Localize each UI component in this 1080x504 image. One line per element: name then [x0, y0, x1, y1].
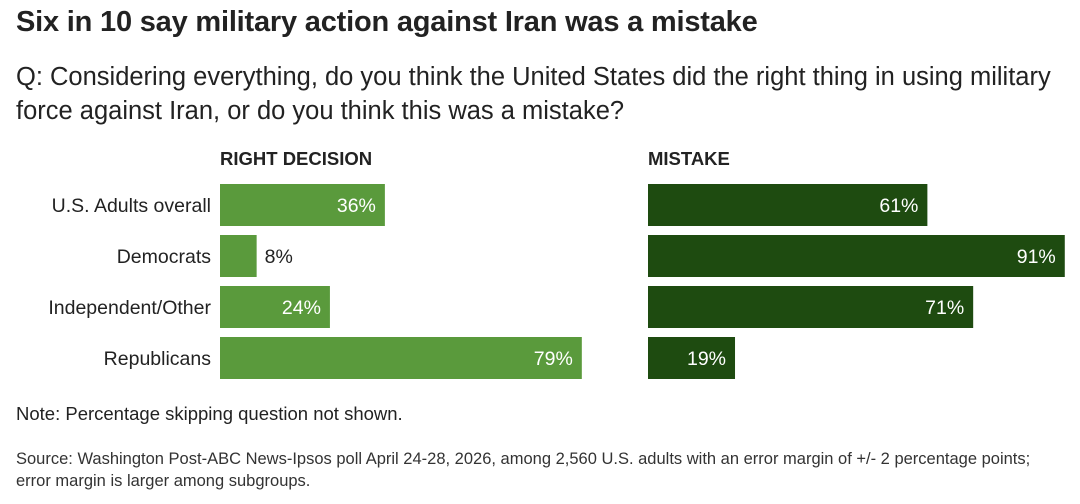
data-label-right-decision-democrats: 8%	[265, 246, 293, 268]
category-label-republicans: Republicans	[104, 348, 212, 370]
category-labels: U.S. Adults overall Democrats Independent/…	[48, 195, 211, 370]
data-label-right-decision-republicans: 79%	[534, 348, 573, 370]
data-label-mistake-u-s-adults-overall: 61%	[879, 195, 918, 217]
chart-note: Note: Percentage skipping question not s…	[16, 403, 403, 424]
bar-mistake-republicans	[648, 337, 736, 379]
category-label-independent-other: Independent/Other	[48, 297, 211, 319]
data-label-mistake-democrats: 91%	[1017, 246, 1056, 268]
data-label-mistake-republicans: 19%	[687, 348, 726, 370]
chart-source: Source: Washington Post-ABC News-Ipsos p…	[16, 450, 1031, 490]
bar-mistake-democrats	[648, 235, 1065, 277]
bar-right-decision-republicans	[220, 337, 582, 379]
data-label-right-decision-independent-other: 24%	[282, 297, 321, 319]
bar-right-decision-democrats	[220, 235, 257, 277]
series-header-right-decision: RIGHT DECISION	[220, 148, 372, 169]
bar-mistake-independent-other	[648, 286, 974, 328]
category-label-democrats: Democrats	[117, 246, 212, 268]
chart-subtitle: Q: Considering everything, do you think …	[16, 63, 1051, 125]
category-label-u-s-adults-overall: U.S. Adults overall	[52, 195, 211, 217]
chart-title: Six in 10 say military action against Ir…	[16, 6, 758, 38]
bar-mistake-u-s-adults-overall	[648, 184, 928, 226]
panel-right-decision: RIGHT DECISION 36% 8% 24% 79%	[220, 148, 582, 379]
panel-mistake: MISTAKE 61% 91% 71% 19%	[648, 148, 1065, 379]
data-label-right-decision-u-s-adults-overall: 36%	[337, 195, 376, 217]
bar-chart: U.S. Adults overall Democrats Independent/…	[48, 148, 1065, 379]
bar-right-decision-independent-other	[220, 286, 330, 328]
bar-right-decision-u-s-adults-overall	[220, 184, 385, 226]
series-header-mistake: MISTAKE	[648, 148, 730, 169]
data-label-mistake-independent-other: 71%	[925, 297, 964, 319]
